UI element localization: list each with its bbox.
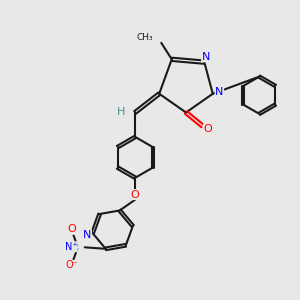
Text: N: N [202,52,210,62]
Text: O: O [131,190,140,200]
Text: O: O [68,224,76,234]
Text: O: O [203,124,212,134]
Text: N: N [215,87,224,97]
Text: CH₃: CH₃ [136,33,153,42]
Text: H: H [117,107,126,117]
Text: N: N [83,230,92,240]
Text: N⁺: N⁺ [64,242,77,252]
Text: O⁻: O⁻ [65,260,78,270]
